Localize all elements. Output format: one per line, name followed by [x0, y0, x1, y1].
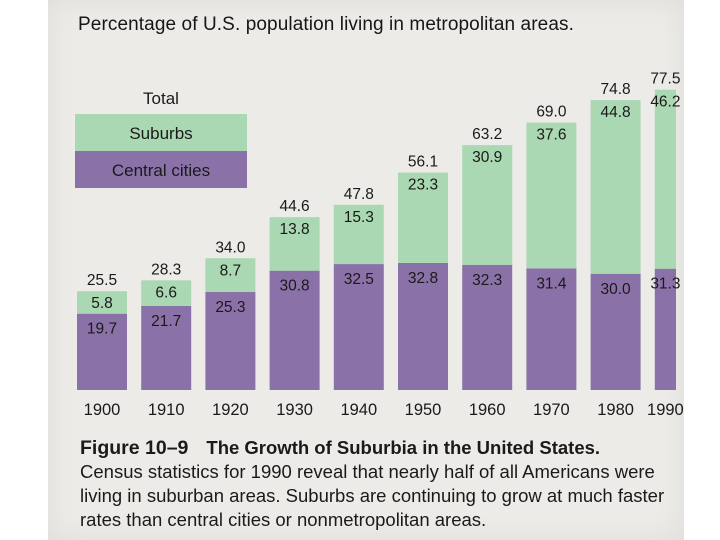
- legend-label-suburbs: Suburbs: [129, 124, 192, 143]
- figure-caption: Figure 10–9 The Growth of Suburbia in the…: [80, 436, 680, 532]
- bar-suburbs-1960: [462, 145, 513, 265]
- bar-suburbs-1990: [654, 89, 676, 269]
- bar-central-cities-1900: [77, 313, 127, 390]
- label-suburbs-1940: 15.3: [344, 209, 374, 226]
- legend-label-total: Total: [143, 89, 179, 108]
- label-central-cities-1940: 32.5: [344, 271, 374, 288]
- bar-suburbs-1980: [590, 100, 641, 274]
- label-suburbs-1980: 44.8: [601, 104, 631, 121]
- label-total-1930: 44.6: [280, 198, 310, 215]
- x-tick-1960: 1960: [469, 401, 506, 419]
- bar-suburbs-1970: [526, 122, 577, 269]
- label-total-1950: 56.1: [408, 154, 438, 171]
- legend-swatch-suburbs: [75, 114, 247, 151]
- bar-central-cities-1980: [590, 273, 641, 390]
- label-total-1920: 34.0: [215, 239, 246, 256]
- label-suburbs-1950: 23.3: [408, 177, 438, 194]
- label-total-1960: 63.2: [472, 126, 502, 143]
- x-tick-1970: 1970: [533, 401, 570, 419]
- figure-label: Figure 10–9: [80, 437, 189, 459]
- label-suburbs-1990: 46.2: [650, 94, 680, 111]
- bar-central-cities-1910: [141, 305, 192, 390]
- x-tick-1940: 1940: [340, 401, 377, 419]
- x-tick-1920: 1920: [212, 401, 249, 419]
- bar-central-cities-1960: [462, 264, 513, 390]
- legend-label-central-cities: Central cities: [112, 161, 210, 180]
- label-total-1900: 25.5: [87, 272, 117, 289]
- x-tick-1980: 1980: [597, 401, 634, 419]
- label-central-cities-1910: 21.7: [151, 313, 181, 330]
- label-suburbs-1920: 8.7: [220, 262, 242, 279]
- legend-swatch-central-cities: [75, 151, 247, 188]
- chart-title: Percentage of U.S. population living in …: [78, 14, 574, 35]
- label-central-cities-1930: 30.8: [280, 278, 310, 295]
- label-central-cities-1970: 31.4: [536, 275, 567, 292]
- x-tick-1990: 1990: [647, 401, 684, 419]
- figure-text: Census statistics for 1990 reveal that n…: [80, 461, 665, 530]
- bar-suburbs-1930: [269, 217, 320, 271]
- bar-suburbs-1950: [398, 172, 448, 263]
- bar-central-cities-1920: [205, 291, 256, 390]
- label-suburbs-1930: 13.8: [280, 221, 310, 238]
- label-total-1910: 28.3: [151, 261, 181, 278]
- bar-suburbs-1900: [77, 291, 127, 314]
- x-tick-1930: 1930: [276, 401, 313, 419]
- label-suburbs-1970: 37.6: [536, 127, 566, 144]
- label-total-1990: 77.5: [650, 71, 680, 88]
- label-suburbs-1960: 30.9: [472, 149, 502, 166]
- bar-central-cities-1950: [398, 262, 448, 390]
- x-tick-1910: 1910: [148, 401, 185, 419]
- label-central-cities-1900: 19.7: [87, 321, 117, 338]
- stacked-bar-chart: Total Suburbs Central cities 19.7 5.8 25.5 190…: [75, 71, 684, 419]
- x-tick-1950: 1950: [405, 401, 442, 419]
- label-central-cities-1960: 32.3: [472, 272, 502, 289]
- label-suburbs-1900: 5.8: [91, 295, 113, 312]
- bar-central-cities-1930: [269, 270, 320, 390]
- bar-suburbs-1910: [141, 280, 192, 306]
- bar-central-cities-1940: [333, 264, 384, 390]
- bar-central-cities-1970: [526, 268, 577, 390]
- figure-title: The Growth of Suburbia in the United Sta…: [206, 437, 601, 458]
- label-central-cities-1980: 30.0: [601, 281, 632, 298]
- label-total-1940: 47.8: [344, 186, 374, 203]
- label-central-cities-1920: 25.3: [215, 299, 245, 316]
- label-central-cities-1950: 32.8: [408, 270, 438, 287]
- label-total-1980: 74.8: [601, 81, 631, 98]
- bar-suburbs-1940: [333, 204, 384, 265]
- bar-suburbs-1920: [205, 258, 256, 292]
- x-tick-1900: 1900: [84, 401, 121, 419]
- label-central-cities-1990: 31.3: [650, 276, 680, 293]
- label-total-1970: 69.0: [536, 104, 567, 121]
- bar-central-cities-1990: [654, 268, 676, 390]
- label-suburbs-1910: 6.6: [155, 284, 177, 301]
